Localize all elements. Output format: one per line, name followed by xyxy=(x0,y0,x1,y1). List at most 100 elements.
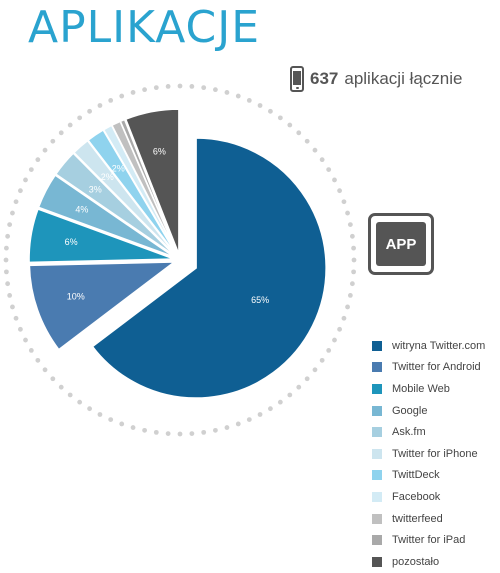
pie-slices xyxy=(28,108,327,399)
ring-dot xyxy=(319,357,325,363)
slice-label: 2% xyxy=(101,172,114,182)
ring-dot xyxy=(5,233,11,239)
ring-dot xyxy=(268,406,273,412)
ring-dot xyxy=(304,376,310,382)
ring-dot xyxy=(28,348,34,353)
legend-swatch xyxy=(372,383,382,394)
ring-dot xyxy=(77,399,83,405)
ring-dot xyxy=(42,367,48,373)
ring-dot xyxy=(246,98,252,103)
ring-dot xyxy=(246,417,252,422)
ring-dot xyxy=(235,93,241,99)
ring-dot xyxy=(277,115,283,121)
ring-dot xyxy=(268,108,273,114)
legend-item: Twitter for iPad xyxy=(372,529,485,551)
ring-dot xyxy=(351,257,357,263)
pie-slice xyxy=(28,261,177,351)
legend-swatch xyxy=(372,405,382,416)
legend-item: Twitter for Android xyxy=(372,357,485,379)
legend-label: Twitter for iPad xyxy=(392,534,466,547)
ring-dot xyxy=(142,427,147,433)
ring-dot xyxy=(10,210,15,216)
slice-label: 6% xyxy=(65,237,78,247)
ring-dot xyxy=(77,115,83,121)
slice-label: 65% xyxy=(251,295,269,305)
pie-slice xyxy=(54,152,176,257)
ring-dot xyxy=(18,188,23,194)
legend-item: TwittDeck xyxy=(372,465,485,487)
ring-dot xyxy=(23,177,28,183)
ring-dot xyxy=(349,233,355,239)
ring-dot xyxy=(97,103,103,108)
legend-item: Ask.fm xyxy=(372,421,485,443)
ring-dot xyxy=(119,93,125,99)
ring-dot xyxy=(50,138,56,144)
app-badge-label: APP xyxy=(376,222,426,266)
ring-dot xyxy=(257,412,263,417)
pie-slice xyxy=(124,108,180,255)
ring-dot xyxy=(58,384,64,390)
slice-label: 6% xyxy=(153,147,166,157)
ring-dot xyxy=(347,222,353,227)
legend-label: Google xyxy=(392,404,428,417)
legend-swatch xyxy=(372,448,382,459)
ring-dot xyxy=(7,222,13,227)
legend-item: twitterfeed xyxy=(372,508,485,530)
ring-dot xyxy=(67,392,73,398)
ring-dot xyxy=(296,384,302,390)
legend-label: Twitter for iPhone xyxy=(392,447,478,460)
ring-dot xyxy=(349,281,355,287)
legend-item: Facebook xyxy=(372,486,485,508)
slice-label: 3% xyxy=(89,184,102,194)
pie-slice xyxy=(37,174,176,258)
ring-dot xyxy=(224,425,230,430)
ring-dot xyxy=(42,147,48,153)
ring-dot xyxy=(87,108,92,114)
ring-dot xyxy=(5,281,11,287)
slice-label: 2% xyxy=(112,164,125,174)
ring-dot xyxy=(18,326,23,332)
app-icon: APP xyxy=(368,213,434,275)
ring-dot xyxy=(213,427,218,433)
ring-dot xyxy=(341,199,347,205)
ring-dot xyxy=(108,98,114,103)
ring-dot xyxy=(189,84,195,89)
ring-dot xyxy=(130,425,136,430)
ring-dot xyxy=(119,421,125,427)
ring-dot xyxy=(345,304,350,310)
total-apps-count: 637 xyxy=(310,69,339,88)
ring-dot xyxy=(351,245,356,251)
legend-item: pozostało xyxy=(372,551,485,573)
legend-label: Twitter for Android xyxy=(392,361,481,374)
legend-swatch xyxy=(372,535,382,546)
ring-dot xyxy=(296,130,302,136)
pie-labels: 65% 10% 6% 4%3% 2%2% 6% xyxy=(65,147,270,305)
legend-label: Mobile Web xyxy=(392,382,450,395)
legend-swatch xyxy=(372,340,382,351)
ring-dot xyxy=(337,188,342,194)
legend-label: pozostało xyxy=(392,555,440,568)
slice-label: 4% xyxy=(75,204,88,214)
legend-item: Mobile Web xyxy=(372,378,485,400)
ring-dot xyxy=(153,85,159,91)
total-apps: 637 aplikacji łącznie xyxy=(290,66,463,92)
ring-dot xyxy=(7,293,13,298)
ring-dot xyxy=(332,177,337,183)
ring-dot xyxy=(341,315,347,321)
legend-swatch xyxy=(372,427,382,438)
ring-dot xyxy=(277,399,283,405)
ring-dot xyxy=(201,429,207,435)
ring-dot xyxy=(287,392,293,398)
ring-dot xyxy=(35,357,41,363)
ring-dot xyxy=(3,257,9,263)
legend-swatch xyxy=(372,491,382,502)
ring-dot xyxy=(23,337,28,343)
ring-dot xyxy=(345,210,350,216)
legend: witryna Twitter.com Twitter for Android Mo… xyxy=(372,335,485,573)
ring-dot xyxy=(319,157,325,163)
ring-dot xyxy=(235,421,241,427)
ring-dot xyxy=(108,417,114,422)
pie-slice xyxy=(72,139,177,257)
ring-dot xyxy=(35,157,41,163)
ring-dot xyxy=(257,103,263,108)
